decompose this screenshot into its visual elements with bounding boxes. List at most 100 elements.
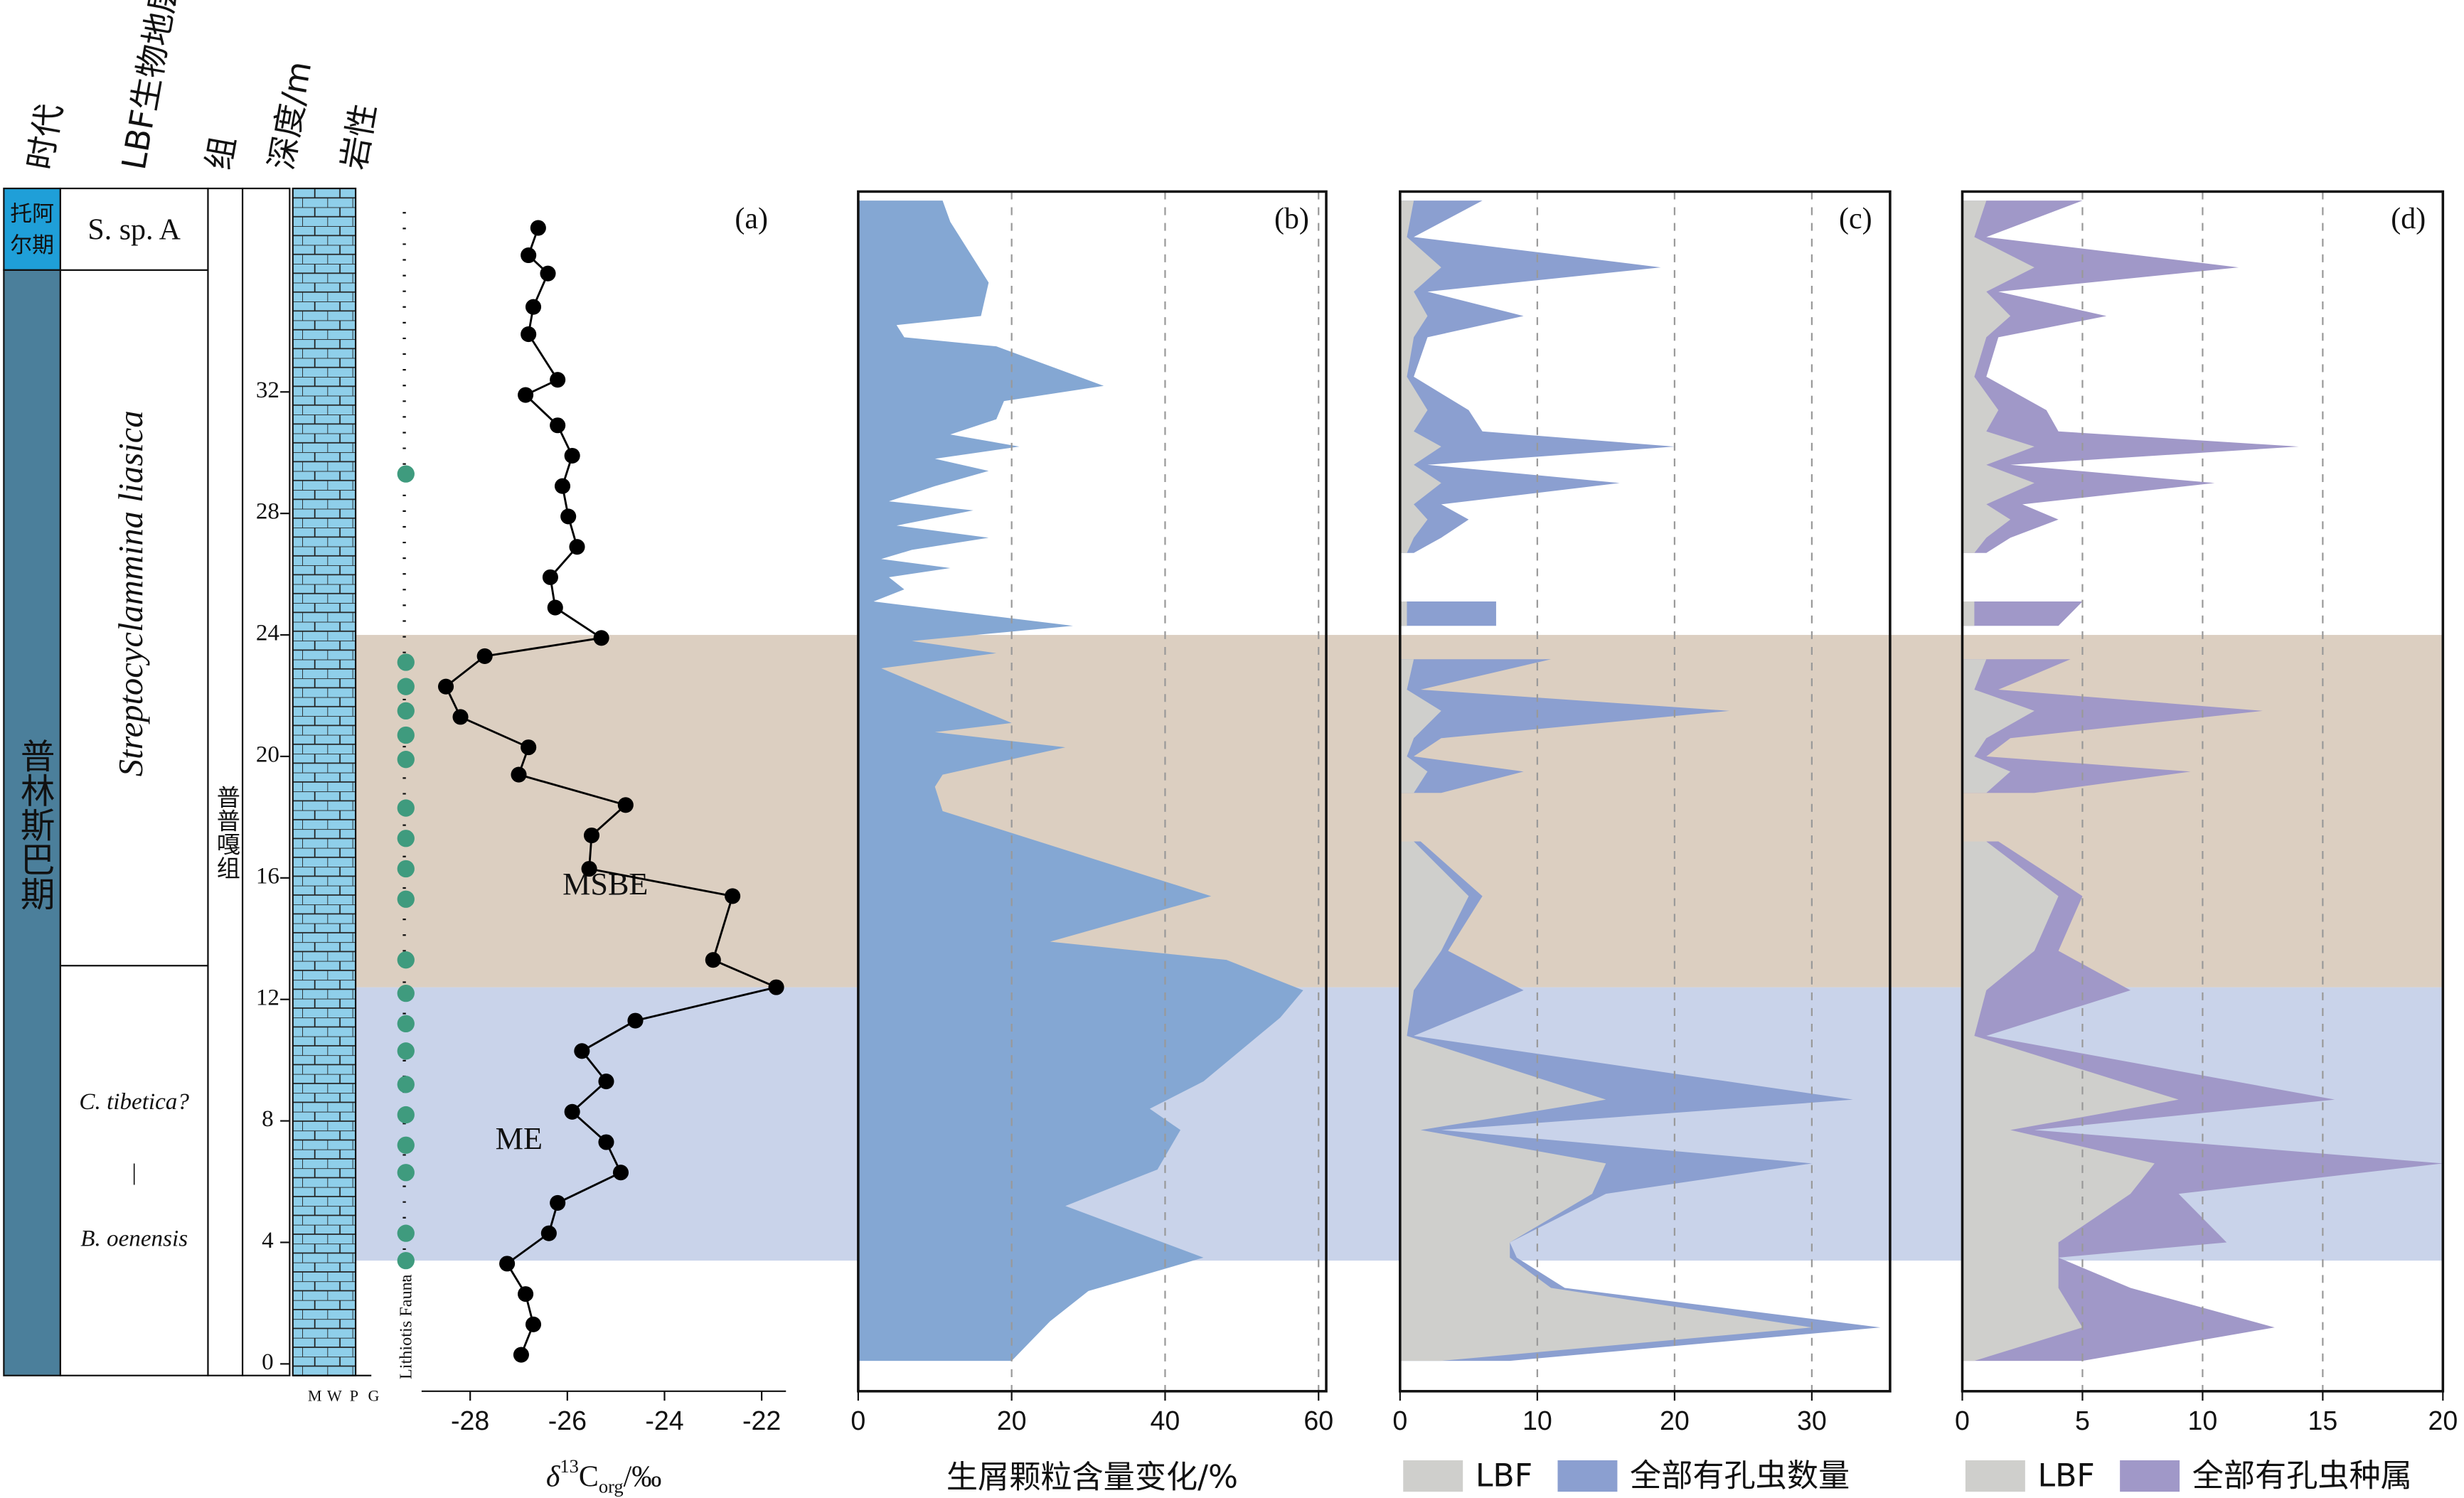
stage-label: 尔期 [10,232,54,258]
column-header: 时代 [20,101,69,173]
data-area [1962,200,2179,1361]
panel-frame [857,190,1328,1393]
x-axis-label-part: δ [546,1460,561,1493]
data-point [525,299,542,315]
lithology-column [292,187,357,1376]
legend-label: 全部有孔虫种属 [2192,1457,2412,1494]
depth-tick-label: 12 [256,984,279,1010]
data-point [499,1256,516,1272]
x-tick-label: 40 [1151,1406,1180,1435]
legend-swatch [1965,1460,2025,1492]
fauna-sample [397,653,415,671]
fauna-sample [397,1136,415,1154]
fauna-sample [397,678,415,695]
panel-label: (d) [2391,203,2426,235]
data-area [858,200,1303,1361]
pliensbachian-box [3,269,61,1376]
fauna-sample [397,1076,415,1093]
x-tick-label: 5 [2075,1406,2090,1435]
x-tick-label: 0 [1955,1406,1970,1435]
fauna-label: Lithiotis Fauna [397,1274,416,1379]
depth-tick-label: 32 [256,377,279,403]
column-header: 深度/m [262,58,319,173]
x-tick-label: -26 [548,1406,587,1435]
fauna-sample [397,890,415,908]
x-tick-label: 10 [1522,1406,1552,1435]
x-axis-label-part: /‰ [624,1460,662,1493]
x-tick-label: 60 [1303,1406,1333,1435]
data-point [554,478,571,494]
panel-label: (a) [735,203,768,235]
event-label: ME [496,1121,543,1156]
depth-tick-label: 24 [256,620,280,646]
biozone-column [59,187,209,1376]
event-band [343,635,2443,988]
column-header: 组 [199,134,242,173]
x-axis-label-part: C [579,1460,599,1493]
biozone-label: | [132,1160,137,1186]
data-point [564,447,580,464]
data-point [705,952,721,968]
data-point [725,888,741,904]
data-point [550,1194,566,1211]
data-point [550,372,566,388]
data-area [1399,200,1881,1361]
data-point [583,827,600,844]
x-tick-label: 0 [850,1406,865,1435]
data-point [525,1316,542,1332]
data-point [542,569,558,585]
lithology-label: G [368,1387,380,1405]
fauna-sample [397,860,415,878]
data-point [550,417,566,434]
x-tick-label: 20 [2428,1406,2458,1435]
biozone-label: B. oenensis [80,1225,188,1251]
panel-frame [1961,190,2445,1393]
fauna-sample [397,465,415,483]
data-point [598,1074,614,1090]
legend-swatch [1403,1460,1463,1492]
data-point [612,1165,629,1181]
data-point [518,387,534,403]
column-header: LBF生物地层 [114,0,186,173]
panel-label: (b) [1274,203,1309,235]
x-tick-label: 20 [997,1406,1027,1435]
depth-tick-label: 4 [262,1227,274,1253]
data-point [437,678,454,695]
x-tick-label: 10 [2188,1406,2218,1435]
x-tick-label: -22 [742,1406,781,1435]
fauna-sample [397,702,415,719]
data-point [627,1012,644,1029]
data-point [581,860,597,877]
biozone-label: S. sp. A [87,213,181,246]
fauna-sample [397,751,415,769]
legend-label: 全部有孔虫数量 [1630,1457,1850,1494]
depth-column [241,187,291,1376]
data-point [540,1225,557,1241]
fauna-sample [397,1042,415,1060]
lithology-label: W [327,1387,342,1405]
lithology-label: P [350,1387,358,1405]
x-tick-label: 0 [1392,1406,1407,1435]
data-point [564,1103,580,1120]
fauna-sample [397,830,415,847]
column-header: 岩性 [334,101,383,173]
data-point [574,1043,590,1059]
data-area [1399,200,1812,1361]
depth-tick-label: 16 [256,862,279,889]
fauna-sample [397,1015,415,1033]
data-point [540,265,556,282]
fauna-sample [397,985,415,1002]
x-tick-label: 20 [1660,1406,1690,1435]
toarcian-box [3,187,61,271]
legend-label: LBF [2038,1457,2095,1494]
data-point [513,1347,529,1363]
x-tick-label: 15 [2308,1406,2337,1435]
data-point [476,648,493,664]
data-point [530,220,546,236]
depth-tick-label: 28 [256,498,279,525]
data-point [521,247,537,264]
formation-column [207,187,244,1376]
biozone-label: C. tibetica? [79,1088,189,1115]
data-point [617,797,634,813]
